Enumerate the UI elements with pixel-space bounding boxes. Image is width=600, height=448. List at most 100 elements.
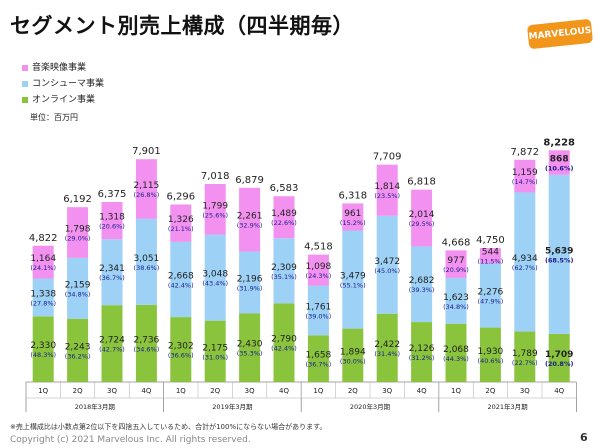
value-label-music-9: 1,098 bbox=[306, 262, 332, 272]
bar-online-12 bbox=[411, 322, 433, 382]
bar-online-6 bbox=[204, 320, 226, 382]
share-label-music-3: (20.6%) bbox=[99, 223, 125, 231]
legend-item-music: 音楽映像事業 bbox=[22, 60, 86, 73]
bar-consumer-10 bbox=[342, 230, 364, 329]
legend-label-music: 音楽映像事業 bbox=[32, 63, 87, 73]
x-tick-10: 2Q bbox=[348, 387, 358, 395]
share-label-online-10: (30.0%) bbox=[340, 357, 366, 365]
total-label-7: 6,879 bbox=[235, 175, 264, 186]
bar-consumer-1 bbox=[32, 278, 54, 317]
value-label-consumer-4: 3,051 bbox=[134, 254, 160, 264]
bar-consumer-6 bbox=[204, 234, 226, 321]
bar-consumer-8 bbox=[273, 238, 295, 304]
value-label-music-16: 868 bbox=[550, 155, 569, 165]
value-label-consumer-11: 3,472 bbox=[374, 257, 400, 267]
share-label-music-10: (15.2%) bbox=[340, 219, 366, 227]
value-label-consumer-3: 2,341 bbox=[99, 264, 125, 274]
share-label-music-9: (24.3%) bbox=[306, 272, 332, 280]
share-label-online-3: (42.7%) bbox=[99, 346, 125, 354]
share-label-consumer-11: (45.0%) bbox=[374, 267, 400, 275]
bar-music-1 bbox=[32, 245, 54, 279]
share-label-music-2: (29.0%) bbox=[65, 235, 91, 243]
bar-online-9 bbox=[307, 335, 329, 382]
share-label-music-16: (10.6%) bbox=[545, 165, 574, 173]
bar-music-3 bbox=[101, 202, 123, 240]
legend-item-consumer: コンシューマ事業 bbox=[22, 76, 104, 89]
value-label-online-11: 2,422 bbox=[374, 340, 400, 350]
value-label-online-15: 1,789 bbox=[512, 349, 538, 359]
share-label-music-11: (23.5%) bbox=[374, 192, 400, 200]
bar-online-3 bbox=[101, 305, 123, 382]
share-label-music-8: (22.6%) bbox=[271, 219, 297, 227]
page-number: 6 bbox=[580, 431, 588, 444]
bar-online-8 bbox=[273, 303, 295, 382]
copyright: Copyright (c) 2021 Marvelous Inc. All ri… bbox=[10, 435, 251, 445]
legend-swatch-music bbox=[22, 64, 28, 71]
share-label-consumer-9: (39.0%) bbox=[306, 312, 332, 320]
bar-music-2 bbox=[67, 207, 89, 258]
value-label-consumer-14: 2,276 bbox=[478, 287, 504, 297]
share-label-consumer-15: (62.7%) bbox=[512, 264, 538, 272]
bar-online-13 bbox=[445, 323, 467, 382]
share-label-consumer-2: (34.8%) bbox=[65, 290, 91, 298]
x-tick-11: 3Q bbox=[382, 387, 392, 395]
share-label-music-13: (20.9%) bbox=[443, 266, 469, 274]
value-label-consumer-13: 1,623 bbox=[443, 293, 469, 303]
bar-music-16 bbox=[548, 150, 570, 175]
total-label-2: 6,192 bbox=[63, 194, 92, 205]
value-label-music-15: 1,159 bbox=[512, 168, 538, 178]
group-label-3: 2020年3月期 bbox=[350, 402, 391, 411]
share-label-consumer-8: (35.1%) bbox=[271, 273, 297, 281]
legend-label-consumer: コンシューマ事業 bbox=[32, 79, 105, 89]
share-label-consumer-4: (38.6%) bbox=[134, 264, 160, 272]
share-label-online-15: (22.7%) bbox=[512, 359, 538, 367]
unit-label: 単位：百万円 bbox=[30, 113, 78, 122]
value-label-consumer-6: 3,048 bbox=[202, 270, 228, 280]
legend-swatch-online bbox=[22, 96, 28, 103]
bar-online-10 bbox=[342, 328, 364, 382]
bar-consumer-5 bbox=[170, 241, 192, 318]
value-label-online-10: 1,894 bbox=[340, 347, 366, 357]
value-label-music-4: 2,115 bbox=[134, 181, 160, 191]
bar-music-4 bbox=[135, 159, 157, 219]
bar-consumer-12 bbox=[411, 246, 433, 323]
x-tick-13: 1Q bbox=[451, 387, 461, 395]
total-label-5: 6,296 bbox=[166, 191, 195, 202]
bar-music-5 bbox=[170, 204, 192, 242]
bar-online-5 bbox=[170, 317, 192, 382]
bar-consumer-14 bbox=[479, 263, 501, 328]
value-label-music-7: 2,261 bbox=[237, 212, 263, 222]
share-label-online-2: (36.2%) bbox=[65, 352, 91, 360]
total-label-10: 6,318 bbox=[338, 190, 367, 201]
value-label-online-8: 2,790 bbox=[271, 335, 297, 345]
value-label-music-10: 961 bbox=[344, 209, 361, 219]
share-label-consumer-5: (42.4%) bbox=[168, 281, 194, 289]
share-label-online-5: (36.6%) bbox=[168, 352, 194, 360]
bar-music-15 bbox=[514, 159, 536, 193]
total-label-6: 7,018 bbox=[201, 171, 230, 182]
total-label-14: 4,750 bbox=[476, 235, 505, 246]
value-label-online-5: 2,302 bbox=[168, 342, 194, 352]
value-label-music-8: 1,489 bbox=[271, 209, 297, 219]
value-label-music-5: 1,326 bbox=[168, 215, 194, 225]
value-label-music-12: 2,014 bbox=[409, 210, 435, 220]
legend-label-online: オンライン事業 bbox=[32, 95, 96, 105]
share-label-music-5: (21.1%) bbox=[168, 225, 194, 233]
share-label-music-6: (25.6%) bbox=[202, 211, 228, 219]
share-label-online-12: (31.2%) bbox=[409, 354, 435, 362]
bar-online-2 bbox=[67, 318, 89, 382]
value-label-online-4: 2,736 bbox=[134, 335, 160, 345]
value-label-music-6: 1,799 bbox=[202, 201, 228, 211]
share-label-consumer-1: (27.8%) bbox=[30, 299, 56, 307]
value-label-online-9: 1,658 bbox=[306, 351, 332, 361]
share-label-online-13: (44.3%) bbox=[443, 355, 469, 363]
total-label-11: 7,709 bbox=[373, 152, 402, 163]
bar-music-12 bbox=[411, 189, 433, 247]
group-label-4: 2021年3月期 bbox=[488, 402, 529, 411]
share-label-online-1: (48.3%) bbox=[30, 351, 56, 359]
share-label-music-15: (14.7%) bbox=[512, 178, 538, 186]
share-label-online-8: (42.4%) bbox=[271, 345, 297, 353]
x-tick-6: 2Q bbox=[210, 387, 220, 395]
